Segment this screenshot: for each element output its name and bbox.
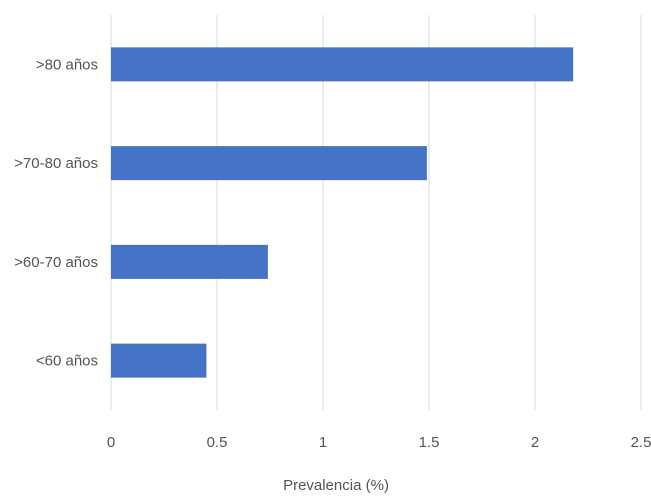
x-axis-title: Prevalencia (%)	[283, 477, 389, 494]
x-tick-label: 2.5	[631, 434, 651, 451]
category-label: <60 años	[36, 353, 98, 370]
x-tick-labels: 0 0.5 1 1.5 2 2.5	[107, 434, 651, 451]
bar	[111, 146, 427, 181]
x-tick-label: 0	[107, 434, 115, 451]
bar	[111, 244, 268, 279]
x-tick-label: 2	[531, 434, 539, 451]
bar	[111, 343, 207, 378]
bars	[111, 47, 574, 378]
category-label: >80 años	[36, 56, 98, 73]
category-labels: >80 años >70-80 años >60-70 años <60 años	[14, 56, 98, 369]
x-tick-label: 1	[319, 434, 327, 451]
x-tick-label: 1.5	[419, 434, 440, 451]
bar	[111, 47, 574, 82]
category-label: >60-70 años	[14, 254, 98, 271]
category-label: >70-80 años	[14, 155, 98, 172]
x-tick-label: 0.5	[207, 434, 228, 451]
